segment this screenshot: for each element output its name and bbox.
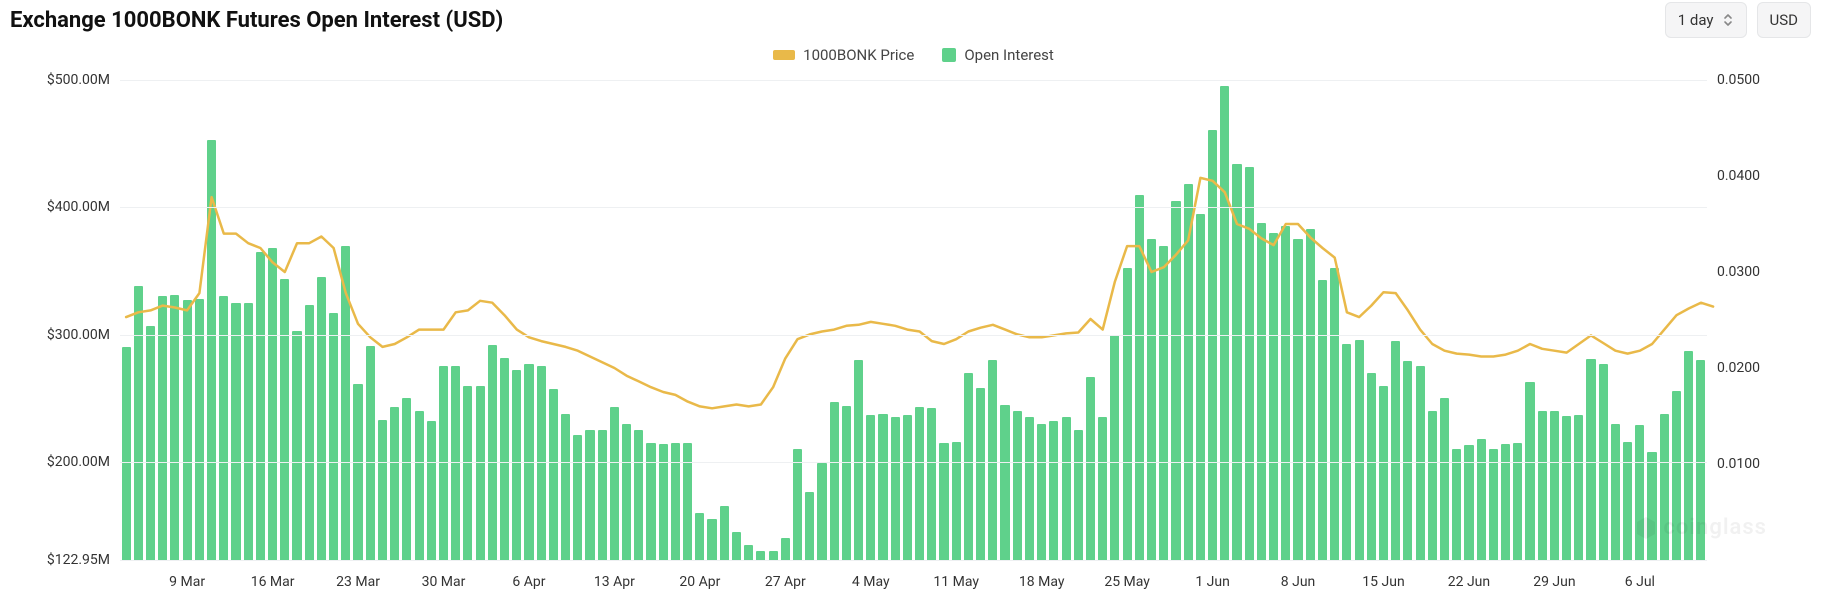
legend-item-price[interactable]: 1000BONK Price <box>773 46 914 64</box>
x-axis-label: 9 Mar <box>169 574 205 590</box>
chart-controls: 1 day USD <box>1665 2 1811 38</box>
gridline <box>120 560 1707 561</box>
timeframe-dropdown[interactable]: 1 day <box>1665 2 1747 38</box>
y-axis-right-label: 0.0500 <box>1717 72 1807 88</box>
legend-label: Open Interest <box>964 46 1053 64</box>
legend-swatch-bar <box>942 48 956 62</box>
x-axis-label: 13 Apr <box>594 574 635 590</box>
x-axis-label: 27 Apr <box>765 574 806 590</box>
x-axis-label: 18 May <box>1019 574 1065 590</box>
x-axis-label: 1 Jun <box>1195 574 1230 590</box>
y-axis-left-label: $122.95M <box>20 552 110 568</box>
watermark: coinglass <box>1635 515 1767 540</box>
x-axis-label: 22 Jun <box>1448 574 1490 590</box>
gridline <box>120 80 1707 81</box>
currency-label: USD <box>1770 11 1798 29</box>
x-axis-label: 11 May <box>933 574 979 590</box>
x-axis-label: 6 Jul <box>1625 574 1655 590</box>
price-line[interactable] <box>126 178 1713 408</box>
x-axis-label: 29 Jun <box>1533 574 1575 590</box>
y-axis-left-label: $200.00M <box>20 454 110 470</box>
gridline <box>120 335 1707 336</box>
x-axis-label: 23 Mar <box>336 574 380 590</box>
legend-label: 1000BONK Price <box>803 46 914 64</box>
chart-plot[interactable] <box>120 80 1707 560</box>
chevron-updown-icon <box>1722 12 1734 28</box>
x-axis-label: 30 Mar <box>422 574 466 590</box>
x-axis-label: 6 Apr <box>512 574 545 590</box>
y-axis-right-label: 0.0100 <box>1717 456 1807 472</box>
chart-title: Exchange 1000BONK Futures Open Interest … <box>10 8 503 33</box>
x-axis-label: 8 Jun <box>1281 574 1316 590</box>
timeframe-label: 1 day <box>1678 11 1714 29</box>
y-axis-right-label: 0.0400 <box>1717 168 1807 184</box>
y-axis-right-label: 0.0200 <box>1717 360 1807 376</box>
legend-swatch-line <box>773 50 795 60</box>
y-axis-left-label: $400.00M <box>20 199 110 215</box>
gridline <box>120 462 1707 463</box>
currency-dropdown[interactable]: USD <box>1757 2 1811 38</box>
chart-legend: 1000BONK Price Open Interest <box>10 40 1817 70</box>
x-axis-label: 20 Apr <box>679 574 720 590</box>
x-axis-label: 4 May <box>852 574 890 590</box>
x-axis-label: 25 May <box>1104 574 1150 590</box>
y-axis-right-label: 0.0300 <box>1717 264 1807 280</box>
gridline <box>120 207 1707 208</box>
legend-item-oi[interactable]: Open Interest <box>942 46 1053 64</box>
x-axis-label: 16 Mar <box>251 574 295 590</box>
y-axis-left-label: $500.00M <box>20 72 110 88</box>
x-axis-label: 15 Jun <box>1362 574 1404 590</box>
chart-area: coinglass $122.95M $200.00M $300.00M $400.0… <box>10 70 1817 590</box>
y-axis-left-label: $300.00M <box>20 327 110 343</box>
